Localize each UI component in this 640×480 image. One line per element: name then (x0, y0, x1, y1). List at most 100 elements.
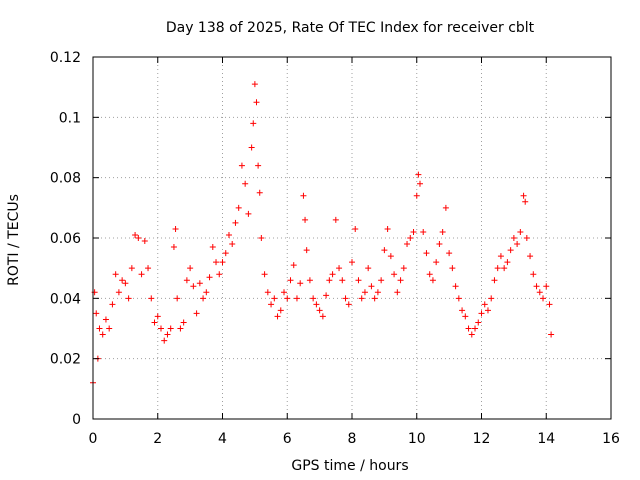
data-point (404, 241, 411, 248)
data-point (112, 271, 119, 278)
x-tick-label: 14 (537, 431, 555, 447)
data-point (209, 244, 216, 251)
data-point (426, 271, 433, 278)
data-point (141, 238, 148, 245)
data-point (510, 235, 517, 241)
data-point (135, 235, 142, 241)
data-point (274, 313, 281, 320)
data-point (145, 265, 152, 272)
data-point (329, 271, 336, 278)
data-point (391, 271, 398, 278)
data-point (472, 325, 479, 332)
data-point (172, 225, 179, 232)
data-point (488, 295, 495, 302)
data-point (436, 241, 443, 248)
x-tick-label: 8 (348, 431, 357, 447)
data-point (268, 301, 275, 308)
axis-ticks: 0 2 4 6 8 10 12 14 16 0 0.02 0.04 0.06 0.08 0.1 0.12 (50, 50, 620, 447)
y-tick-label: 0.02 (50, 352, 81, 368)
x-axis-label: GPS time / hours (291, 458, 408, 474)
data-point (313, 301, 320, 308)
data-point (478, 310, 485, 317)
data-point (323, 292, 330, 299)
data-point (253, 99, 260, 106)
x-tick-label: 12 (473, 431, 491, 447)
data-point (245, 210, 252, 217)
data-point (119, 277, 126, 284)
data-point (297, 280, 304, 287)
data-point (138, 271, 145, 278)
y-tick-label: 0.06 (50, 231, 81, 247)
data-point (514, 241, 521, 248)
data-point (540, 295, 547, 302)
data-point (115, 289, 122, 296)
data-point (102, 316, 109, 323)
data-point (290, 262, 297, 269)
data-point (261, 271, 268, 278)
data-point (523, 235, 530, 241)
y-tick-label: 0.08 (50, 171, 81, 187)
data-point (507, 247, 514, 254)
data-point (371, 295, 378, 302)
data-point (491, 277, 498, 284)
data-point (128, 265, 135, 272)
data-point (459, 307, 466, 314)
data-point (501, 265, 508, 272)
data-point (345, 301, 352, 308)
data-point (264, 289, 271, 296)
x-tick-label: 4 (218, 431, 227, 447)
data-point (358, 295, 365, 302)
data-point (216, 271, 223, 278)
data-point (232, 219, 239, 226)
x-tick-label: 0 (89, 431, 98, 447)
data-point (229, 241, 236, 248)
data-point (251, 81, 258, 88)
data-point (449, 265, 456, 272)
data-point (316, 307, 323, 314)
data-point (378, 277, 385, 284)
data-point (93, 310, 100, 317)
data-point (465, 325, 472, 332)
data-points (90, 81, 555, 386)
data-point (190, 283, 197, 290)
data-point (326, 277, 333, 284)
data-point (302, 216, 309, 223)
data-point (475, 319, 482, 326)
data-point (520, 192, 527, 199)
data-point (157, 325, 164, 332)
data-point (193, 310, 200, 317)
y-tick-label: 0 (72, 412, 81, 428)
data-point (99, 331, 106, 338)
data-point (125, 295, 132, 302)
data-point (416, 180, 423, 187)
data-point (174, 295, 181, 302)
data-point (374, 289, 381, 296)
data-point (281, 289, 288, 296)
data-point (410, 228, 417, 235)
data-point (387, 253, 394, 260)
data-point (527, 253, 534, 260)
data-point (196, 280, 203, 287)
data-point (548, 331, 555, 338)
data-point (277, 307, 284, 314)
data-point (407, 235, 414, 241)
data-point (203, 289, 210, 296)
data-point (533, 283, 540, 290)
data-point (536, 289, 543, 296)
plot-frame (92, 56, 612, 420)
data-point (132, 231, 139, 238)
data-point (164, 331, 171, 338)
data-point (543, 283, 550, 290)
data-point (497, 253, 504, 260)
data-point (213, 259, 220, 266)
data-point (423, 250, 430, 257)
data-point (319, 313, 326, 320)
data-point (446, 250, 453, 257)
data-point (255, 162, 262, 169)
data-point (306, 277, 313, 284)
x-tick-label: 10 (408, 431, 426, 447)
data-point (250, 120, 257, 127)
data-point (206, 274, 213, 281)
data-point (468, 331, 475, 338)
